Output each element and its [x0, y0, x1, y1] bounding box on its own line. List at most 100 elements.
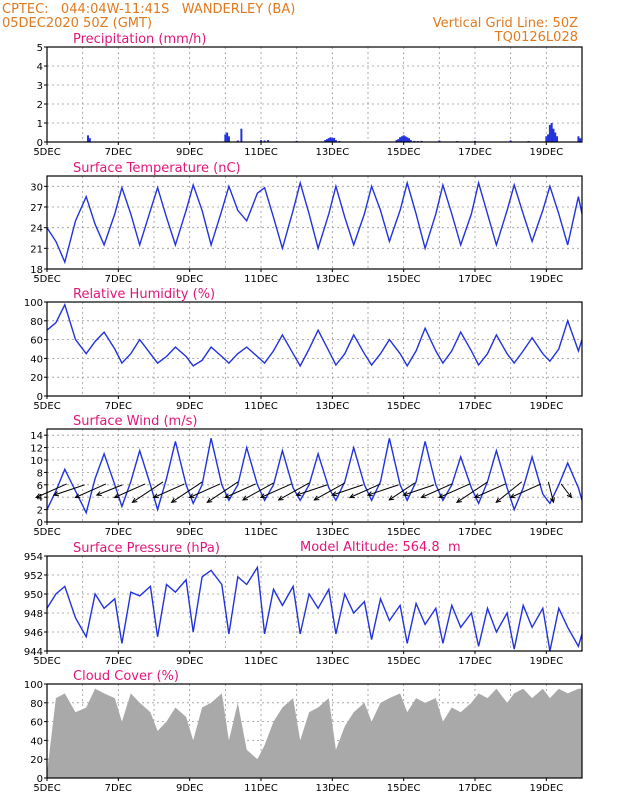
- precip-title: Precipitation (mm/h): [73, 32, 206, 47]
- wind-arrow: [456, 481, 488, 503]
- wind-xtick-label: 17DEC: [458, 527, 492, 538]
- cloud-xtick-label: 15DEC: [387, 783, 421, 794]
- pressure-xtick-label: 5DEC: [33, 656, 60, 667]
- precip-bar: [236, 140, 239, 142]
- wind-arrow: [278, 482, 310, 501]
- precip-bar: [333, 137, 336, 142]
- wind-arrow: [242, 482, 274, 501]
- temp-xtick-label: 15DEC: [387, 274, 421, 285]
- precip-bar: [327, 138, 330, 142]
- precip-bar: [400, 136, 403, 142]
- precip-panel: 0 1 2 3 4 5 5DEC 7DEC 9DEC 11DEC 13DEC 15DEC 17DEC 19…: [33, 32, 583, 158]
- pressure-xtick-label: 7DEC: [105, 656, 132, 667]
- rh-title: Relative Humidity (%): [73, 287, 215, 302]
- precip-bar: [224, 134, 227, 142]
- precip-ytick-label: 0: [37, 138, 43, 149]
- pressure-ytick-label: 944: [24, 647, 43, 658]
- wind-arrow-head: [74, 493, 81, 499]
- wind-xtick-label: 11DEC: [244, 527, 278, 538]
- rh-xtick-label: 11DEC: [244, 401, 278, 412]
- cloud-area: [47, 688, 582, 778]
- wind-arrow-head: [509, 493, 516, 499]
- pressure-xtick-label: 17DEC: [458, 656, 492, 667]
- precip-bar: [395, 140, 398, 142]
- header-run-time: 05DEC2020 50Z (GMT): [2, 16, 152, 31]
- wind-arrow-head: [52, 491, 59, 497]
- header-grid-line: Vertical Grid Line: 50Z: [433, 16, 578, 31]
- precip-bar: [438, 140, 441, 142]
- wind-arrow-head: [152, 493, 159, 499]
- wind-arrow: [224, 483, 256, 498]
- rh-frame: [46, 301, 583, 397]
- wind-arrow: [388, 482, 416, 501]
- wind-ytick-label: 8: [37, 468, 43, 479]
- precip-bar: [406, 137, 409, 142]
- precip-xtick-label: 13DEC: [315, 147, 349, 158]
- wind-arrow-head: [388, 495, 395, 501]
- wind-arrow: [474, 483, 506, 498]
- cloud-ytick-label: 80: [30, 699, 43, 710]
- pressure-xtick-label: 9DEC: [176, 656, 203, 667]
- precip-ytick-label: 1: [37, 119, 43, 130]
- cloud-ytick-label: 60: [30, 718, 43, 729]
- precip-ytick-label: 4: [37, 62, 43, 73]
- wind-arrow-head: [131, 497, 138, 503]
- pressure-ytick-label: 954: [24, 552, 43, 563]
- cloud-xtick-label: 17DEC: [458, 783, 492, 794]
- precip-bar: [402, 135, 405, 142]
- wind-arrow: [114, 483, 146, 498]
- temp-frame: [46, 175, 583, 270]
- precip-bar: [409, 140, 412, 142]
- precip-bar: [397, 139, 400, 142]
- wind-arrow: [96, 484, 123, 496]
- wind-xtick-label: 19DEC: [529, 527, 563, 538]
- cloud-xtick-label: 13DEC: [315, 783, 349, 794]
- wind-arrow-head: [206, 497, 213, 503]
- wind-arrow-head: [95, 491, 102, 496]
- pressure-ytick-label: 950: [24, 590, 43, 601]
- precip-bar: [324, 140, 327, 142]
- pressure-series-line: [46, 565, 583, 652]
- cloud-xtick-label: 19DEC: [529, 783, 563, 794]
- cloud-ytick-label: 0: [37, 774, 43, 785]
- precip-xtick-label: 15DEC: [387, 147, 421, 158]
- wind-arrow: [510, 483, 542, 498]
- wind-arrow: [495, 481, 523, 503]
- wind-arrow-head: [35, 493, 42, 499]
- rh-xtick-label: 15DEC: [387, 401, 421, 412]
- precip-bar: [545, 136, 548, 142]
- precip-xtick-label: 9DEC: [176, 147, 203, 158]
- temp-series-line: [46, 180, 583, 265]
- wind-arrow: [189, 483, 221, 498]
- pressure-ytick-label: 952: [24, 571, 43, 582]
- wind-arrow: [421, 483, 453, 498]
- precip-xtick-label: 5DEC: [33, 147, 60, 158]
- wind-title: Surface Wind (m/s): [73, 414, 197, 429]
- wind-arrow: [547, 481, 554, 503]
- wind-arrow-head: [366, 491, 373, 497]
- wind-arrow-head: [566, 492, 573, 499]
- wind-arrow-head: [348, 493, 355, 499]
- precip-bar: [556, 136, 559, 142]
- precip-xtick-label: 17DEC: [458, 147, 492, 158]
- temp-xtick-label: 19DEC: [529, 274, 563, 285]
- temp-title: Surface Temperature (nC): [73, 161, 241, 176]
- temp-ytick-label: 21: [30, 244, 43, 255]
- pressure-frame: [46, 555, 583, 652]
- wind-arrow-head: [188, 493, 195, 499]
- precip-bar: [554, 132, 557, 142]
- wind-ytick-label: 0: [37, 518, 43, 529]
- wind-ytick-label: 14: [30, 431, 43, 442]
- wind-xtick-label: 13DEC: [315, 527, 349, 538]
- rh-ytick-label: 80: [30, 317, 43, 328]
- wind-arrow: [260, 483, 292, 498]
- wind-arrow: [132, 481, 164, 503]
- precip-bar: [334, 140, 337, 142]
- precip-bar: [87, 135, 90, 142]
- wind-arrow-head: [420, 493, 427, 499]
- precip-bar: [548, 124, 551, 142]
- cloud-frame: [46, 683, 583, 779]
